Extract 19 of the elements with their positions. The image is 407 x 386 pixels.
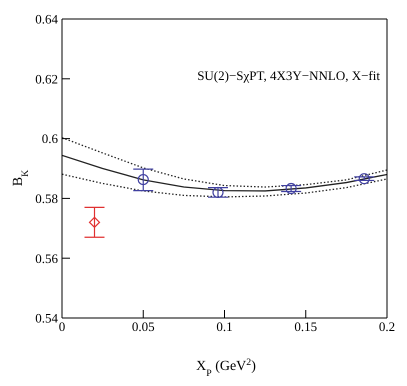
- y-tick-label: 0.58: [35, 191, 58, 206]
- x-axis-title: X$_{P}$ (GeV$^{2}$): [196, 356, 256, 378]
- x-tick-label: 0.15: [294, 319, 318, 334]
- x-tick-label: 0.2: [378, 319, 396, 334]
- point: [286, 182, 297, 194]
- x-tick-label: 0.05: [132, 319, 155, 334]
- y-tick-label: 0.64: [35, 12, 58, 27]
- y-tick-label: 0.6: [42, 131, 58, 146]
- x-tick-label: 0.1: [216, 319, 233, 334]
- y-tick-label: 0.62: [35, 71, 58, 86]
- x-tick-label: 0: [58, 319, 66, 334]
- point: [212, 186, 224, 198]
- point: [88, 216, 100, 228]
- annotation: SU(2)−SχPT, 4X3Y−NNLO, X−fit: [197, 68, 380, 83]
- line-series: [62, 174, 387, 198]
- point: [138, 174, 149, 186]
- point: [358, 173, 370, 184]
- y-tick-label: 0.54: [35, 310, 58, 326]
- y-tick-label: 0.56: [35, 250, 58, 266]
